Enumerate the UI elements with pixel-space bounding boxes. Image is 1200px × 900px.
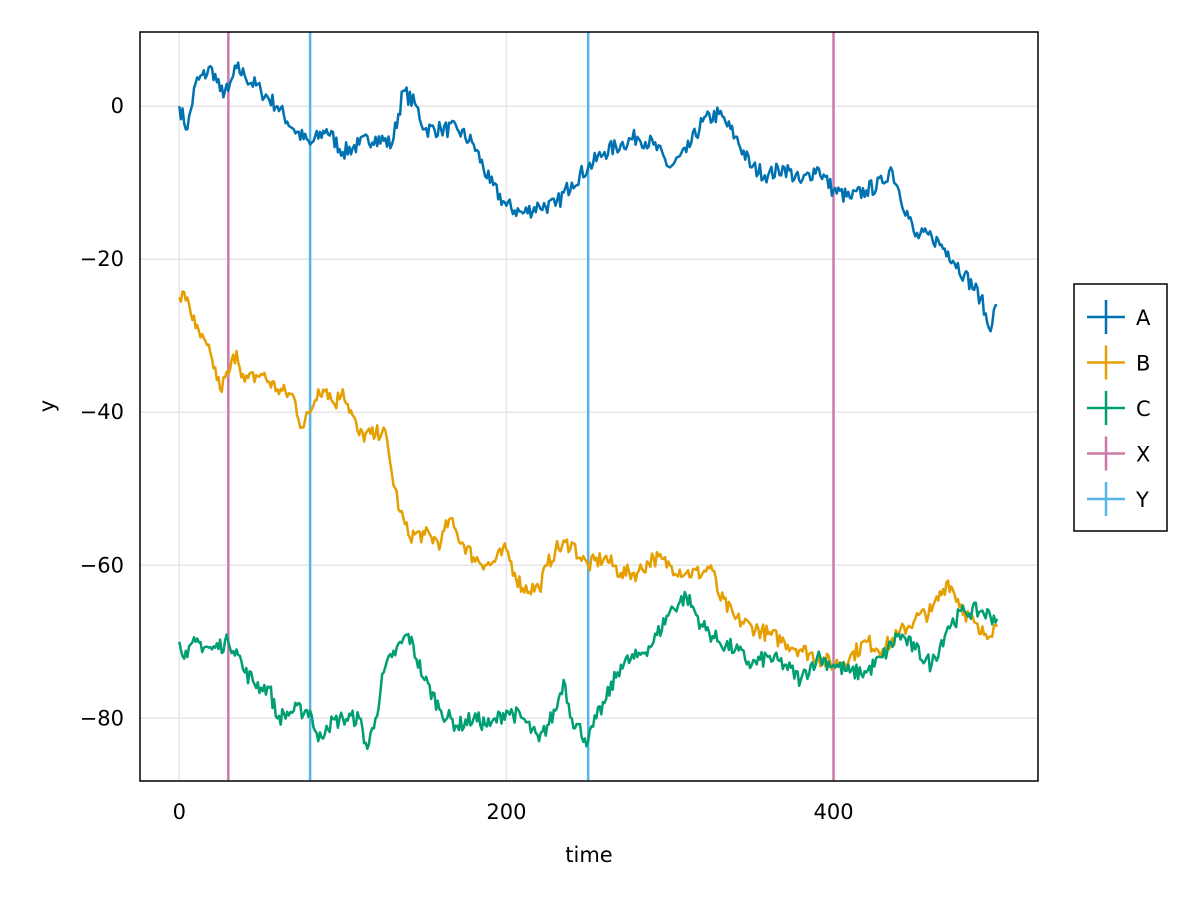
y-tick-label: 0 <box>111 94 124 118</box>
x-tick-label: 400 <box>813 800 853 824</box>
legend-label: B <box>1136 352 1150 376</box>
series-lines <box>178 61 999 751</box>
y-ticks: 0 −20 −40 −60 −80 <box>80 94 124 730</box>
y-axis-label: y <box>35 400 59 412</box>
legend-item-c: C <box>1087 391 1151 425</box>
y-tick-label: −60 <box>80 553 124 577</box>
x-tick-label: 0 <box>173 800 186 824</box>
y-tick-label: −20 <box>80 247 124 271</box>
series-line-c <box>178 590 999 751</box>
y-tick-label: −80 <box>80 706 124 730</box>
legend-label: X <box>1136 443 1150 467</box>
legend-item-x: X <box>1087 436 1150 471</box>
x-ticks: 0 200 400 <box>173 800 854 824</box>
legend-label: Y <box>1135 488 1149 512</box>
series-line-a <box>178 61 998 333</box>
y-tick-label: −40 <box>80 400 124 424</box>
legend-label: A <box>1136 306 1151 330</box>
vertical-lines <box>227 32 835 781</box>
series-line-b <box>178 290 999 671</box>
x-axis-label: time <box>565 843 612 867</box>
legend-label: C <box>1136 397 1151 421</box>
legend-item-b: B <box>1087 345 1150 380</box>
legend-item-y: Y <box>1087 482 1149 516</box>
x-tick-label: 200 <box>486 800 526 824</box>
plot-frame <box>139 31 1039 782</box>
legend-item-a: A <box>1087 300 1151 334</box>
